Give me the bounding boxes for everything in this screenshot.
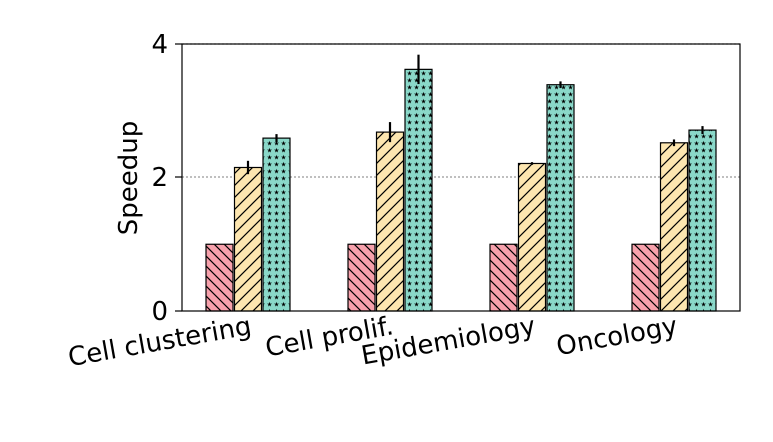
bar-1-0 (205, 243, 234, 312)
bar-3-0 (262, 137, 291, 312)
bar-1-3 (631, 243, 660, 312)
bar-2-3 (659, 142, 689, 312)
bar-1-2 (489, 243, 518, 312)
bar-3-3 (688, 129, 717, 312)
bar-2-0 (233, 166, 263, 312)
bar-3-1 (404, 68, 433, 312)
bar-2-1 (375, 131, 405, 312)
x-tick-label-3: Oncology (554, 311, 680, 362)
bar-3-2 (546, 84, 575, 312)
y-tick-label-0: 0 (151, 297, 168, 327)
y-axis-label: Speedup (114, 121, 144, 236)
y-tick-label-2: 2 (151, 163, 168, 193)
bar-1-1 (347, 243, 376, 312)
y-tick-label-4: 4 (151, 30, 168, 60)
bar-2-2 (517, 162, 547, 312)
